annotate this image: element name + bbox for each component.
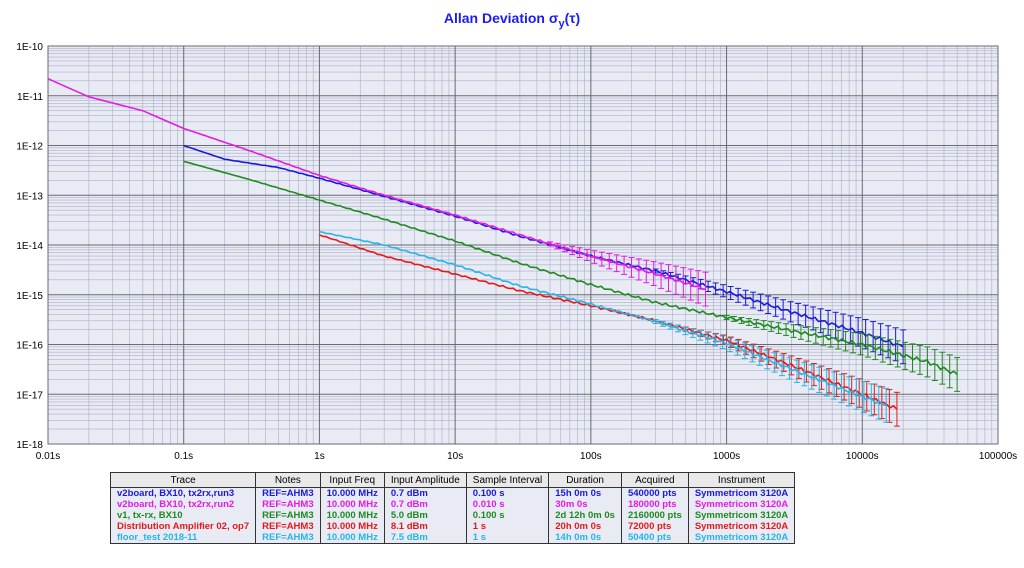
x-tick-label: 1000s: [713, 451, 740, 462]
legend-cell: REF=AHM3: [255, 532, 321, 544]
legend-cell: 2d 12h 0m 0s: [548, 510, 622, 521]
legend-cell: REF=AHM3: [255, 499, 321, 510]
series-line: [319, 231, 887, 407]
series-line: [47, 77, 706, 291]
x-tick-label: 0.1s: [174, 451, 193, 462]
legend-cell: Symmetricom 3120A: [687, 510, 796, 521]
legend-cell: Symmetricom 3120A: [687, 532, 796, 544]
series-line: [183, 160, 958, 376]
legend-cell: 10.000 MHz: [319, 521, 385, 532]
legend-cell: 0.7 dBm: [383, 487, 467, 499]
y-tick-label: 1E-18: [16, 440, 43, 451]
legend-cell: 10.000 MHz: [319, 487, 385, 499]
legend-header-row: Trace Notes Input Freq Input Amplitude Sampl…: [109, 472, 796, 488]
legend-cell: v2board, BX10, tx2rx,run2: [109, 499, 257, 510]
legend-row: v1, tx-rx, BX10 REF=AHM3 10.000 MHz 5.0 dBm…: [109, 510, 796, 521]
legend-cell: REF=AHM3: [255, 521, 321, 532]
legend-cell: 0.7 dBm: [383, 499, 467, 510]
legend-cell: 8.1 dBm: [383, 521, 467, 532]
legend-cell: 15h 0m 0s: [548, 487, 622, 499]
legend-row: v2board, BX10, tx2rx,run2 REF=AHM3 10.000 …: [109, 499, 796, 510]
y-tick-label: 1E-15: [16, 291, 43, 302]
legend-cell: REF=AHM3: [255, 510, 321, 521]
legend-cell: 50400 pts: [620, 532, 689, 544]
legend-cell: 5.0 dBm: [383, 510, 467, 521]
x-tick-label: 100s: [580, 451, 602, 462]
x-tick-label: 100000s: [979, 451, 1017, 462]
legend-cell: 0.100 s: [465, 510, 550, 521]
legend-cell: v1, tx-rx, BX10: [109, 510, 257, 521]
x-tick-label: 10000s: [846, 451, 879, 462]
legend-cell: Symmetricom 3120A: [687, 521, 796, 532]
legend-row: v2board, BX10, tx2rx,run3 REF=AHM3 10.000 …: [109, 487, 796, 499]
legend-row: floor_test 2018-11 REF=AHM3 10.000 MHz 7.5 …: [109, 532, 796, 544]
x-tick-label: 1s: [314, 451, 325, 462]
y-tick-label: 1E-11: [17, 92, 43, 103]
legend-cell: Symmetricom 3120A: [687, 487, 796, 499]
chart-title: Allan Deviation σy(τ): [0, 10, 1024, 30]
legend-cell: v2board, BX10, tx2rx,run3: [109, 487, 257, 499]
legend-cell: 540000 pts: [620, 487, 689, 499]
legend-cell: 1 s: [465, 532, 550, 544]
chart-title-tail: (τ): [564, 10, 581, 26]
chart-title-main: Allan Deviation σ: [443, 10, 559, 26]
legend-cell: 10.000 MHz: [319, 532, 385, 544]
legend-cell: 180000 pts: [620, 499, 689, 510]
chart-title-subscript: y: [558, 18, 565, 30]
y-tick-label: 1E-12: [16, 142, 43, 153]
legend-cell: Symmetricom 3120A: [687, 499, 796, 510]
legend-cell: 30m 0s: [548, 499, 622, 510]
x-tick-label: 10s: [447, 451, 463, 462]
legend-cell: 0.100 s: [465, 487, 550, 499]
y-tick-label: 1E-17: [16, 390, 43, 401]
y-tick-label: 1E-13: [16, 191, 43, 202]
legend-row: Distribution Amplifier 02, op7 REF=AHM3 10…: [109, 521, 796, 532]
legend-cell: 7.5 dBm: [383, 532, 467, 544]
legend-header-cell: Trace: [109, 472, 257, 488]
legend-header-cell: Sample Interval: [465, 472, 550, 488]
legend-cell: Distribution Amplifier 02, op7: [109, 521, 257, 532]
legend-cell: REF=AHM3: [255, 487, 321, 499]
legend-body: v2board, BX10, tx2rx,run3 REF=AHM3 10.000 …: [109, 487, 796, 544]
legend-header-cell: Duration: [548, 472, 622, 488]
legend-header-cell: Instrument: [687, 472, 796, 488]
legend-cell: 2160000 pts: [620, 510, 689, 521]
legend-cell: 0.010 s: [465, 499, 550, 510]
y-tick-label: 1E-16: [16, 341, 43, 352]
legend-header-cell: Input Amplitude: [383, 472, 467, 488]
legend-cell: 10.000 MHz: [319, 499, 385, 510]
legend-cell: 20h 0m 0s: [548, 521, 622, 532]
legend-header-cell: Input Freq: [319, 472, 385, 488]
legend-cell: floor_test 2018-11: [109, 532, 257, 544]
trace-legend-table: Trace Notes Input Freq Input Amplitude Sampl…: [109, 472, 796, 544]
legend-cell: 10.000 MHz: [319, 510, 385, 521]
y-tick-label: 1E-14: [16, 241, 43, 252]
legend-header-cell: Acquired: [620, 472, 689, 488]
series-line: [319, 234, 898, 410]
legend-cell: 72000 pts: [620, 521, 689, 532]
legend-cell: 14h 0m 0s: [548, 532, 622, 544]
x-tick-label: 0.01s: [36, 451, 60, 462]
legend-header-cell: Notes: [255, 472, 321, 488]
y-tick-label: 1E-10: [16, 42, 43, 53]
legend-cell: 1 s: [465, 521, 550, 532]
